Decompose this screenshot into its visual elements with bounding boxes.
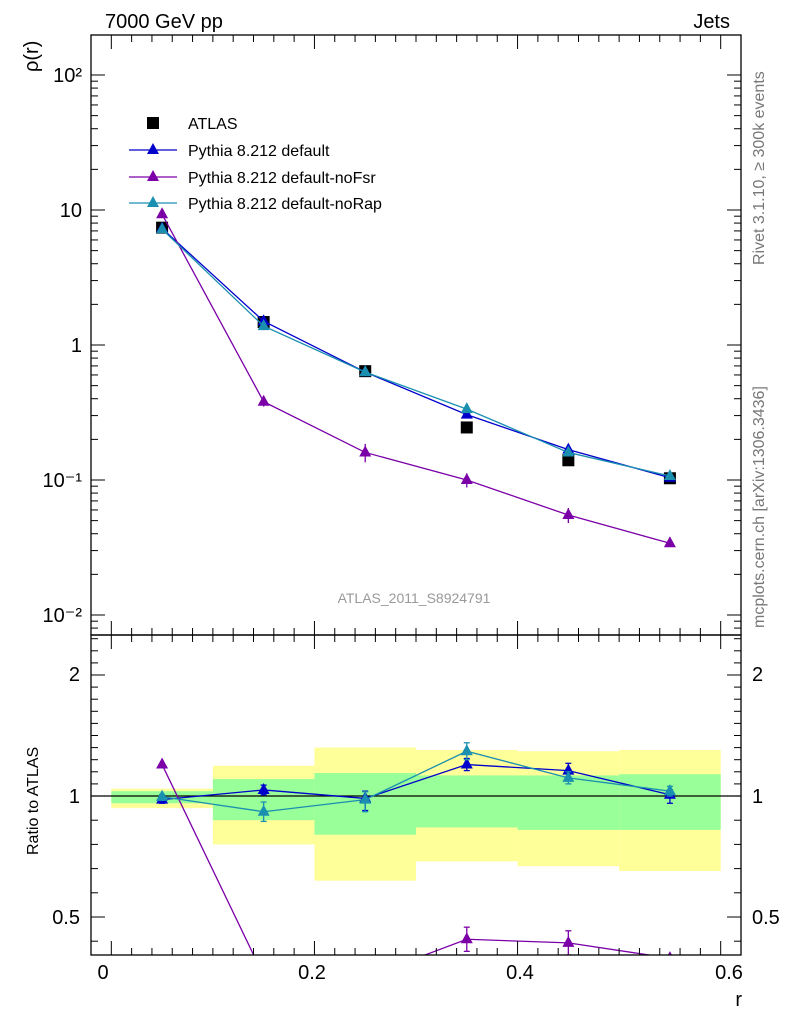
ratio-line-1 [161,764,654,955]
main-y-tick-label: 10 [60,200,82,222]
ratio-line-0 [162,763,671,801]
series-point-2 [663,536,676,548]
rivet-label: Rivet 3.1.10, ≥ 300k events [751,71,768,265]
ratio-y-tick-label-right: 0.5 [752,907,780,929]
legend-marker-default [147,143,159,154]
legend-label-nofsr: Pythia 8.212 default-noFsr [188,170,376,187]
x-tick-label: 0.6 [715,962,743,984]
series-point-3 [663,469,676,481]
ratio-point-2 [156,789,169,801]
series-point-2 [257,394,270,406]
main-series-lines [156,207,676,548]
main-y-tick-label: 10⁻¹ [43,470,83,492]
ratio-point-2 [257,804,270,816]
series-point-1 [460,407,473,419]
series-line-3 [161,228,671,477]
legend-label-default: Pythia 8.212 default [188,143,330,160]
ratio-y-tick-label-left: 2 [69,664,80,686]
ratio-point-2 [663,784,676,796]
legend-label-norap: Pythia 8.212 default-noRap [188,196,382,213]
ratio-point-1 [562,935,575,947]
series-point-3 [156,222,169,234]
ratio-y-label: Ratio to ATLAS [25,747,42,855]
main-y-tick-label: 1 [71,335,82,357]
ratio-point-0 [257,782,270,794]
reference-label: ATLAS_2011_S8924791 [338,590,491,606]
band-inner-bin [416,775,518,828]
x-tick-label: 0.4 [506,962,534,984]
x-axis-label: r [735,989,742,1011]
series-point-3 [257,319,270,331]
series-point-2 [156,207,169,219]
ratio-point-1 [460,932,473,944]
axes-frames [90,34,742,956]
series-point-2 [460,473,473,484]
atlas-data-point [460,421,473,434]
ratio-point-0 [460,757,473,769]
ratio-point-2 [359,792,372,804]
series-point-3 [460,402,473,414]
legend-marker-nofsr [147,170,159,181]
main-y-tick-labels: 10⁻² 10⁻¹ 1 10 10² [43,65,83,627]
main-y-label: ρ(r) [21,41,43,72]
x-tick-label: 0.2 [298,962,326,984]
series-point-3 [562,445,575,457]
title-left: 7000 GeV pp [105,11,223,33]
series-line-2 [161,213,671,544]
x-tick-label: 0 [97,962,108,984]
main-y-tick-label: 10² [53,65,82,87]
series-point-2 [359,445,372,457]
ratio-y-tick-labels: 0.5 1 2 0.5 1 2 [52,664,780,929]
series-point-3 [359,365,372,377]
title-right: Jets [693,11,730,33]
ratio-y-tick-label-left: 0.5 [52,907,80,929]
mcplots-label: mcplots.cern.ch [arXiv:1306.3436] [751,386,768,628]
x-tick-labels: 0 0.2 0.4 0.6 [97,962,742,984]
legend-label-atlas: ATLAS [188,116,238,133]
main-clipped-group [156,207,676,548]
main-y-tick-label: 10⁻² [43,605,83,627]
ratio-line-2 [161,750,670,813]
ratio-y-tick-label-right: 2 [752,664,763,686]
series-line-1 [161,227,671,479]
ratio-point-1 [667,951,673,955]
atlas-data-point [562,454,575,467]
ratio-y-tick-label-right: 1 [752,786,763,808]
ratio-point-2 [460,744,473,756]
legend: ATLAS Pythia 8.212 default Pythia 8.212 … [129,116,382,213]
ratio-y-tick-label-left: 1 [69,786,80,808]
legend-marker-norap [147,196,159,207]
ratio-point-1 [156,757,169,769]
legend-marker-atlas [147,117,159,129]
series-point-2 [562,508,575,520]
ratio-point-2 [562,770,575,782]
